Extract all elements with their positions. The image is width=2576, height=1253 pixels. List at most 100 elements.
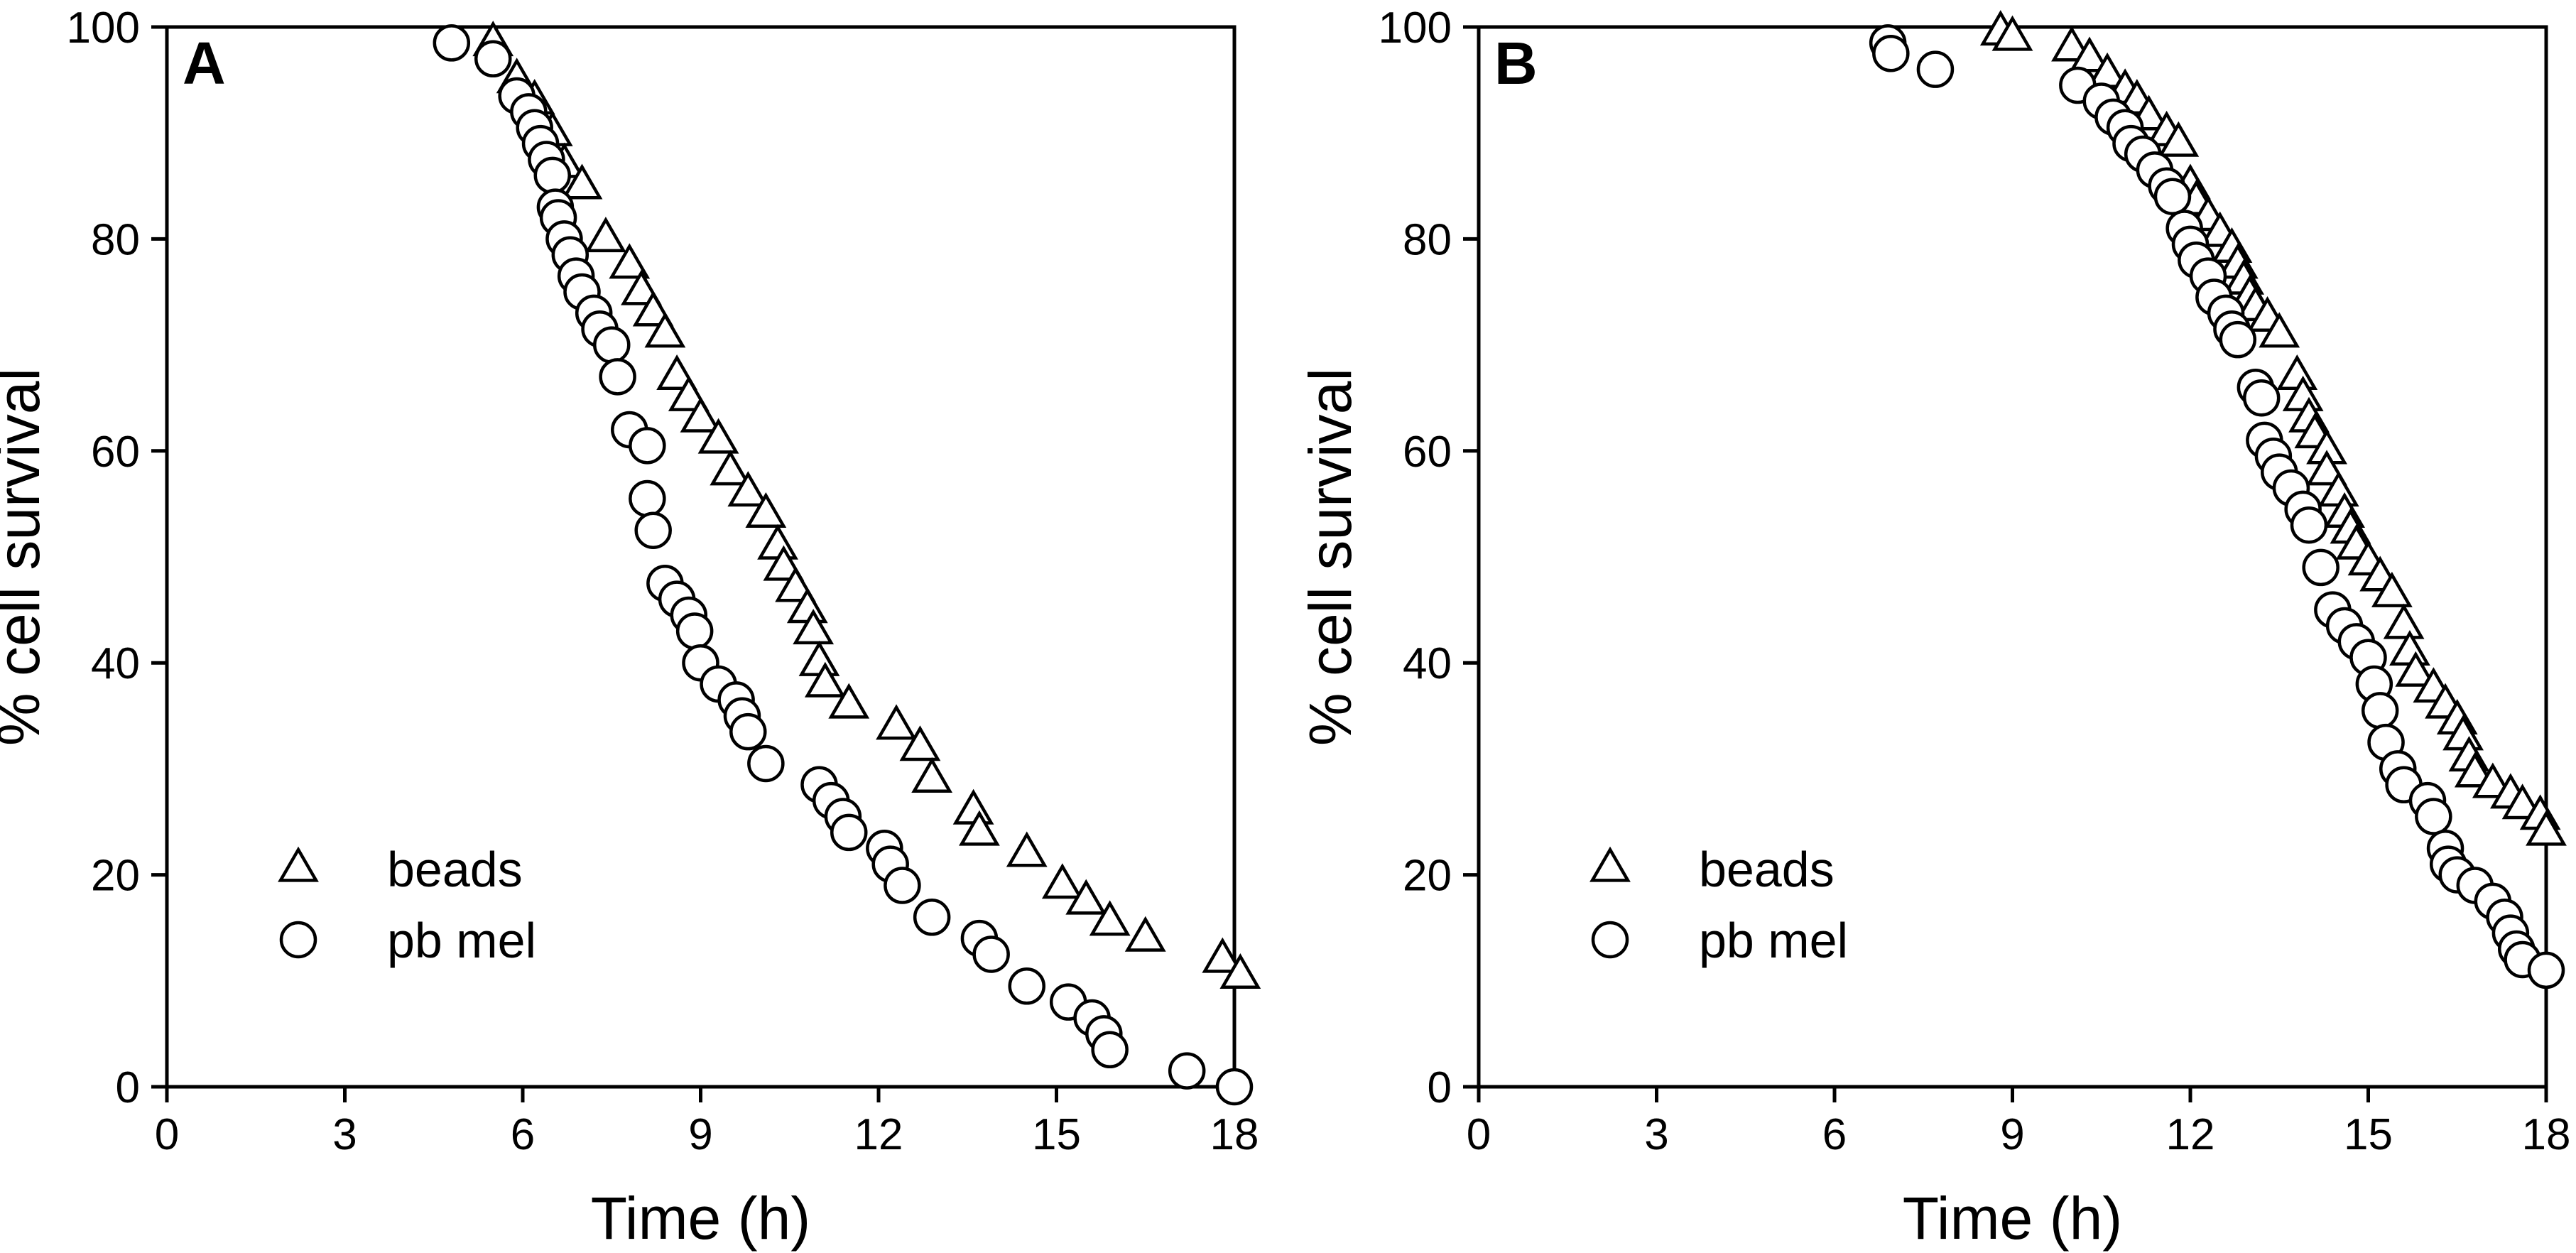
data-point-triangle — [710, 450, 751, 486]
data-point-triangle — [2158, 121, 2200, 157]
data-point-triangle — [2395, 651, 2437, 687]
data-point-triangle — [804, 661, 846, 698]
data-point-circle — [2290, 506, 2328, 544]
x-tick-label: 0 — [155, 1110, 179, 1159]
y-tick-label: 40 — [1403, 639, 1452, 688]
data-point-triangle — [668, 375, 710, 411]
data-point-circle — [2219, 320, 2257, 359]
chart-panel-b: 0 3 6 9 12 15 18 0 20 40 60 80 100 Time (h) % cell sur… — [1297, 4, 2570, 1252]
plot-frame — [165, 25, 1237, 1089]
data-point-circle — [629, 427, 666, 465]
x-tick-label: 15 — [1032, 1110, 1081, 1159]
data-point-triangle — [2383, 603, 2425, 639]
plot-frame — [1477, 25, 2548, 1089]
data-point-triangle — [2276, 354, 2318, 391]
data-point-circle — [1091, 1031, 1129, 1069]
data-point-circle — [629, 479, 666, 518]
data-point-circle — [1008, 967, 1045, 1005]
data-point-triangle — [1124, 916, 1166, 952]
data-point-triangle — [1065, 879, 1107, 915]
legend-label: beads — [387, 842, 523, 897]
data-point-triangle — [1041, 863, 1083, 899]
series-pb-mel — [1869, 24, 2565, 989]
data-point-circle — [729, 712, 767, 751]
data-point-triangle — [1219, 953, 1261, 989]
x-tick-label: 12 — [2166, 1110, 2215, 1159]
data-point-circle — [884, 867, 921, 904]
y-axis-title: % cell survival — [0, 368, 52, 746]
legend-label: pb mel — [387, 913, 536, 968]
data-point-circle — [599, 358, 636, 396]
legend-circle-icon — [279, 921, 317, 959]
legend-triangle-icon — [1589, 846, 1631, 882]
data-point-triangle — [644, 312, 686, 348]
data-point-triangle — [609, 243, 651, 279]
data-point-circle — [1215, 1068, 1254, 1106]
data-point-triangle — [2259, 312, 2300, 348]
data-point-triangle — [959, 810, 1000, 846]
data-point-circle — [972, 935, 1010, 973]
data-point-triangle — [561, 163, 603, 200]
data-point-circle — [1916, 50, 1955, 88]
data-point-circle — [593, 326, 631, 364]
data-point-circle — [747, 744, 785, 783]
data-point-circle — [2302, 548, 2339, 587]
y-tick-label: 0 — [116, 1063, 140, 1112]
x-tick-label: 15 — [2344, 1110, 2393, 1159]
x-tick-label: 3 — [332, 1110, 357, 1159]
y-tick-label: 20 — [91, 852, 140, 901]
x-tick-label: 9 — [688, 1110, 712, 1159]
data-point-triangle — [793, 609, 835, 645]
series-beads — [472, 21, 1261, 989]
data-point-circle — [1168, 1052, 1206, 1090]
data-point-circle — [634, 511, 672, 549]
y-axis-title: % cell survival — [1297, 368, 1364, 746]
y-tick-label: 0 — [1428, 1063, 1452, 1112]
data-point-triangle — [621, 269, 662, 305]
data-point-circle — [533, 156, 571, 195]
chart-panel-a: 0 3 6 9 12 15 18 0 20 40 60 80 100 Time (h) % cell sur… — [0, 4, 1261, 1252]
data-point-circle — [913, 899, 951, 936]
panel-label: B — [1494, 30, 1538, 97]
legend-circle-icon — [1591, 921, 1629, 959]
legend: beads pb mel — [278, 842, 536, 968]
data-point-triangle — [727, 471, 769, 507]
data-point-triangle — [775, 566, 816, 602]
legend-label: pb mel — [1699, 913, 1848, 968]
data-point-triangle — [757, 524, 798, 560]
data-point-circle — [2527, 951, 2565, 989]
x-tick-label: 6 — [511, 1110, 535, 1159]
data-point-triangle — [2371, 571, 2413, 607]
x-tick-label: 9 — [2000, 1110, 2024, 1159]
data-point-circle — [1872, 35, 1910, 72]
data-point-triangle — [1089, 900, 1131, 936]
y-tick-label: 60 — [91, 428, 140, 477]
legend-label: beads — [1699, 842, 1835, 897]
series-pb-mel — [433, 24, 1254, 1106]
data-point-circle — [474, 40, 512, 78]
y-tick-label: 80 — [1403, 215, 1452, 264]
data-point-triangle — [1202, 937, 1244, 973]
x-tick-label: 0 — [1467, 1110, 1491, 1159]
data-point-triangle — [585, 217, 626, 253]
legend-triangle-icon — [278, 846, 319, 882]
data-point-triangle — [798, 640, 840, 676]
x-tick-label: 6 — [1822, 1110, 1847, 1159]
x-tick-label: 12 — [854, 1110, 903, 1159]
x-tick-label: 18 — [2522, 1110, 2571, 1159]
legend: beads pb mel — [1589, 842, 1848, 968]
data-point-circle — [2153, 178, 2192, 215]
data-point-triangle — [952, 788, 994, 825]
panel-label: A — [183, 30, 226, 97]
x-axis-title: Time (h) — [591, 1185, 811, 1252]
data-point-triangle — [2526, 810, 2567, 846]
data-point-triangle — [656, 354, 697, 391]
y-tick-label: 60 — [1403, 428, 1452, 477]
data-point-circle — [2242, 379, 2281, 417]
data-point-triangle — [828, 683, 870, 719]
data-point-triangle — [1006, 831, 1048, 867]
series-beads — [1979, 10, 2567, 846]
y-tick-label: 20 — [1403, 852, 1452, 901]
data-point-circle — [2361, 692, 2399, 729]
